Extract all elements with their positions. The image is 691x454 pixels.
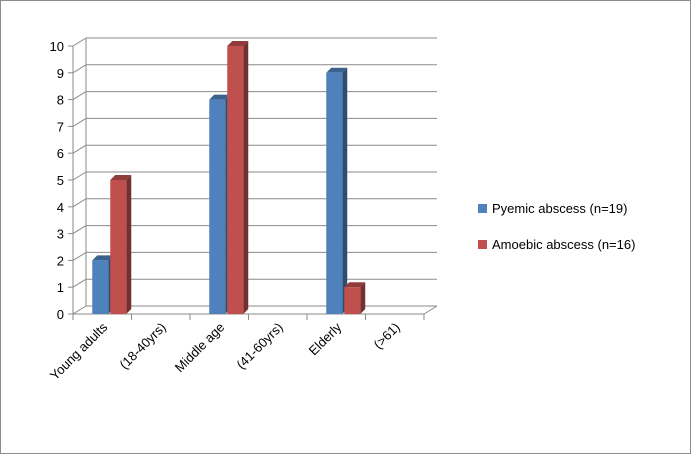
gridline-depth — [72, 198, 87, 208]
gridline-depth — [72, 64, 87, 74]
y-tick-label: 5 — [57, 173, 64, 188]
gridline-depth — [72, 278, 87, 288]
bar — [92, 260, 109, 314]
bar-top — [92, 255, 114, 261]
bar-side — [360, 282, 366, 314]
gridline-depth — [72, 91, 87, 101]
gridline-depth — [72, 144, 87, 154]
x-tick-label: (41-60yrs) — [233, 320, 286, 373]
bar-top — [110, 175, 132, 180]
x-tick-label: (>61) — [371, 320, 403, 352]
y-tick-label: 3 — [57, 227, 64, 242]
y-tick-label: 7 — [57, 119, 64, 134]
bar-side — [342, 67, 348, 314]
bar — [110, 180, 127, 314]
y-tick-label: 2 — [57, 253, 64, 268]
legend-swatch — [478, 240, 487, 249]
bar-top — [227, 41, 249, 46]
floor-right-edge — [423, 305, 438, 315]
bar-side — [126, 175, 132, 314]
bar-side — [243, 41, 249, 314]
y-tick-label: 6 — [57, 146, 64, 161]
bar-top — [209, 94, 231, 100]
bar — [344, 287, 361, 314]
legend-swatch — [478, 204, 487, 213]
x-tick-label: Elderly — [306, 319, 345, 358]
gridline-depth — [72, 251, 87, 261]
gridline-depth — [72, 305, 87, 315]
bar — [227, 46, 244, 314]
y-tick-label: 0 — [57, 307, 64, 322]
bar — [209, 99, 226, 314]
y-tick-label: 4 — [57, 200, 64, 215]
x-tick-label: Middle age — [172, 320, 228, 376]
y-tick-label: 1 — [57, 280, 64, 295]
gridline-depth — [72, 117, 87, 127]
y-tick-label: 10 — [50, 39, 64, 54]
y-tick-label: 9 — [57, 66, 64, 81]
gridline-depth — [72, 171, 87, 181]
legend-label: Pyemic abscess (n=19) — [492, 201, 627, 216]
legend-label: Amoebic abscess (n=16) — [492, 237, 635, 252]
gridline-depth — [72, 37, 87, 47]
gridline-depth — [72, 225, 87, 235]
x-tick-label: (18-40yrs) — [116, 320, 169, 373]
bar — [326, 72, 343, 314]
bar-top — [344, 282, 366, 288]
x-tick-label: Young adults — [47, 319, 111, 383]
y-tick-label: 8 — [57, 93, 64, 108]
bar-top — [326, 67, 348, 73]
